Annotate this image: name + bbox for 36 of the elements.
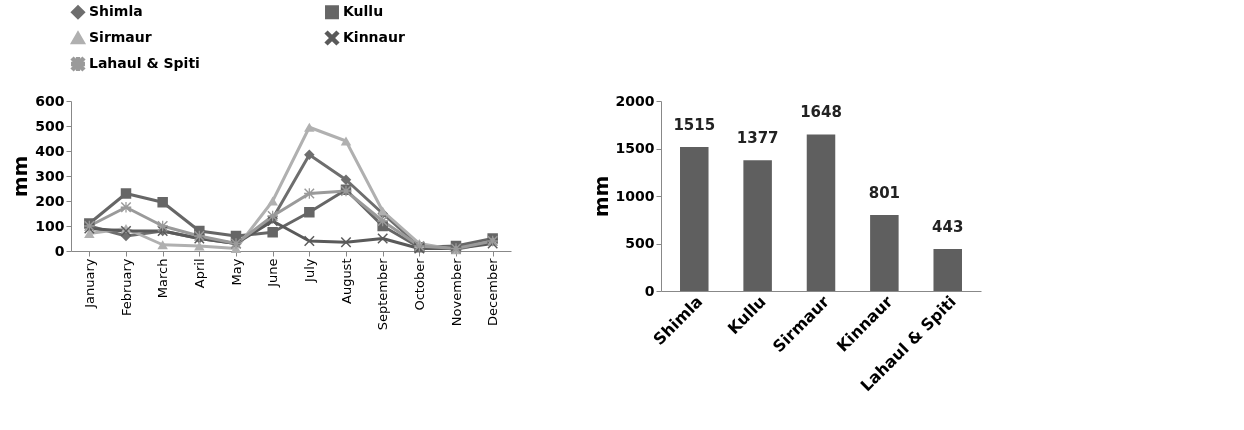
x-tick-label: January bbox=[81, 258, 97, 309]
x-tick-label: July bbox=[301, 258, 317, 283]
y-tick-label: 1500 bbox=[615, 140, 655, 156]
y-tick-label: 0 bbox=[644, 282, 655, 299]
y-tick-label: 100 bbox=[35, 217, 65, 234]
y-tick-label: 1000 bbox=[615, 187, 655, 204]
x-tick-label: February bbox=[118, 258, 134, 317]
y-tick-label: 200 bbox=[35, 192, 65, 209]
y-axis-title: mm bbox=[8, 155, 33, 198]
data-label: 1377 bbox=[736, 129, 779, 148]
y-tick-label: 2000 bbox=[615, 92, 655, 109]
x-tick-label: September bbox=[375, 257, 391, 331]
legend-label: Lahaul & Spiti bbox=[89, 55, 200, 71]
legend-label: Kinnaur bbox=[343, 29, 405, 45]
x-tick-label: December bbox=[485, 257, 501, 326]
y-tick-label: 600 bbox=[35, 92, 65, 109]
x-tick-label: October bbox=[411, 257, 427, 311]
data-label: 801 bbox=[868, 183, 901, 202]
y-axis-title: mm bbox=[588, 175, 613, 218]
y-tick-label: 500 bbox=[35, 117, 65, 134]
x-tick-label: April bbox=[191, 258, 207, 289]
x-tick-label: November bbox=[448, 257, 464, 327]
y-tick-label: 0 bbox=[54, 242, 65, 259]
x-tick-label: May bbox=[228, 258, 244, 286]
y-tick-label: 500 bbox=[625, 235, 655, 251]
y-tick-label: 400 bbox=[35, 142, 65, 159]
legend-label: Kullu bbox=[343, 3, 384, 20]
data-label: 443 bbox=[932, 217, 964, 236]
x-tick-label: June bbox=[265, 258, 281, 288]
x-tick-label: March bbox=[155, 258, 171, 299]
x-tick-label: August bbox=[338, 258, 354, 304]
data-label: 1515 bbox=[673, 116, 716, 135]
y-tick-label: 300 bbox=[35, 167, 65, 184]
legend-label: Sirmaur bbox=[89, 29, 152, 45]
legend-label: Shimla bbox=[89, 3, 143, 20]
data-label: 1648 bbox=[800, 103, 842, 122]
